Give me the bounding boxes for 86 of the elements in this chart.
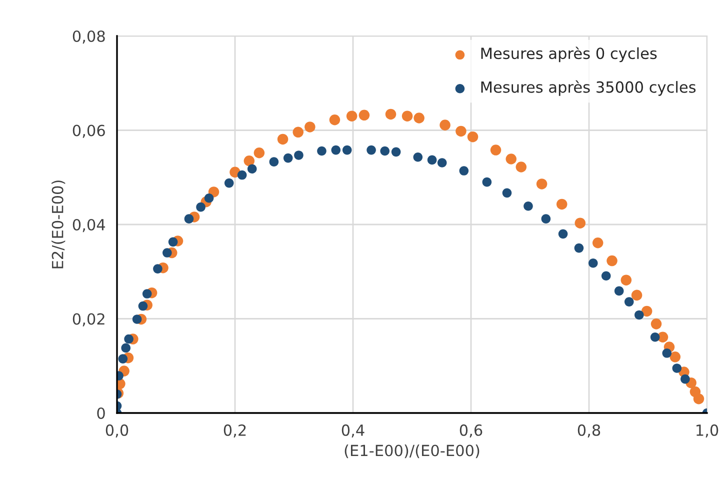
point (536, 178, 548, 190)
point (556, 198, 568, 210)
point (693, 393, 704, 404)
x-tick-label: 0,8 (578, 424, 600, 438)
point (342, 145, 352, 155)
point (414, 112, 424, 124)
point (662, 348, 672, 358)
point (574, 218, 586, 228)
point (304, 122, 316, 132)
x-axis-title: (E1-E00)/(E0-E00) (344, 444, 480, 458)
point (427, 155, 437, 165)
point (294, 150, 304, 160)
point (283, 153, 293, 163)
point (142, 289, 152, 298)
point (224, 178, 234, 188)
point (402, 110, 413, 122)
y-axis-title: E2/(E0-E00) (52, 180, 66, 268)
y-tick-label: 0,02 (72, 313, 104, 326)
x-tick-label: 0,4 (342, 424, 364, 438)
point (634, 310, 644, 320)
point (592, 238, 604, 248)
point (247, 164, 257, 174)
point (121, 343, 131, 353)
point (391, 147, 401, 157)
point (524, 201, 533, 211)
point (366, 145, 376, 155)
point (641, 306, 652, 317)
point (506, 154, 516, 164)
point (516, 162, 527, 172)
point (162, 248, 172, 258)
point (380, 146, 390, 156)
point (680, 374, 690, 384)
point (614, 286, 624, 296)
point (196, 202, 206, 212)
x-tick-label: 0,6 (460, 424, 482, 438)
x-tick-label: 0,0 (106, 424, 128, 438)
point (672, 364, 682, 373)
point (624, 297, 634, 306)
point (558, 229, 568, 239)
point (670, 352, 681, 362)
point (574, 243, 584, 253)
point (237, 170, 247, 180)
point (601, 271, 611, 281)
legend-label: Mesures après 0 cycles (481, 46, 657, 62)
point (437, 158, 447, 168)
point (482, 177, 492, 187)
point (138, 301, 148, 311)
point (153, 264, 162, 274)
point (385, 108, 396, 120)
point (346, 110, 358, 122)
point (329, 114, 340, 126)
point (467, 131, 478, 142)
point (440, 120, 450, 130)
point (358, 110, 370, 121)
point (277, 134, 288, 145)
point (184, 214, 194, 224)
point (631, 290, 642, 301)
legend-label: Mesures après 35000 cycles (481, 80, 696, 96)
point (490, 144, 502, 156)
point (502, 188, 512, 198)
x-tick-label: 1,0 (696, 424, 718, 438)
point (331, 145, 341, 155)
point (650, 318, 662, 330)
point (456, 126, 466, 137)
x-tick-label: 0,2 (224, 424, 246, 438)
point (118, 354, 128, 364)
point (244, 156, 255, 166)
point (124, 334, 134, 344)
y-tick-label: 0,04 (72, 218, 106, 232)
point (254, 147, 265, 158)
y-tick-label: 0 (97, 407, 105, 420)
point (620, 274, 632, 286)
point (292, 126, 304, 138)
point (317, 146, 326, 156)
point (606, 255, 618, 266)
y-tick-label: 0,06 (72, 124, 105, 138)
point (588, 258, 598, 268)
point (459, 166, 469, 176)
point (204, 193, 214, 203)
point (269, 157, 279, 166)
point (413, 152, 423, 162)
point (541, 214, 551, 224)
point (132, 314, 142, 324)
point (168, 237, 178, 247)
point (650, 332, 660, 342)
y-tick-label: 0,08 (72, 30, 105, 44)
